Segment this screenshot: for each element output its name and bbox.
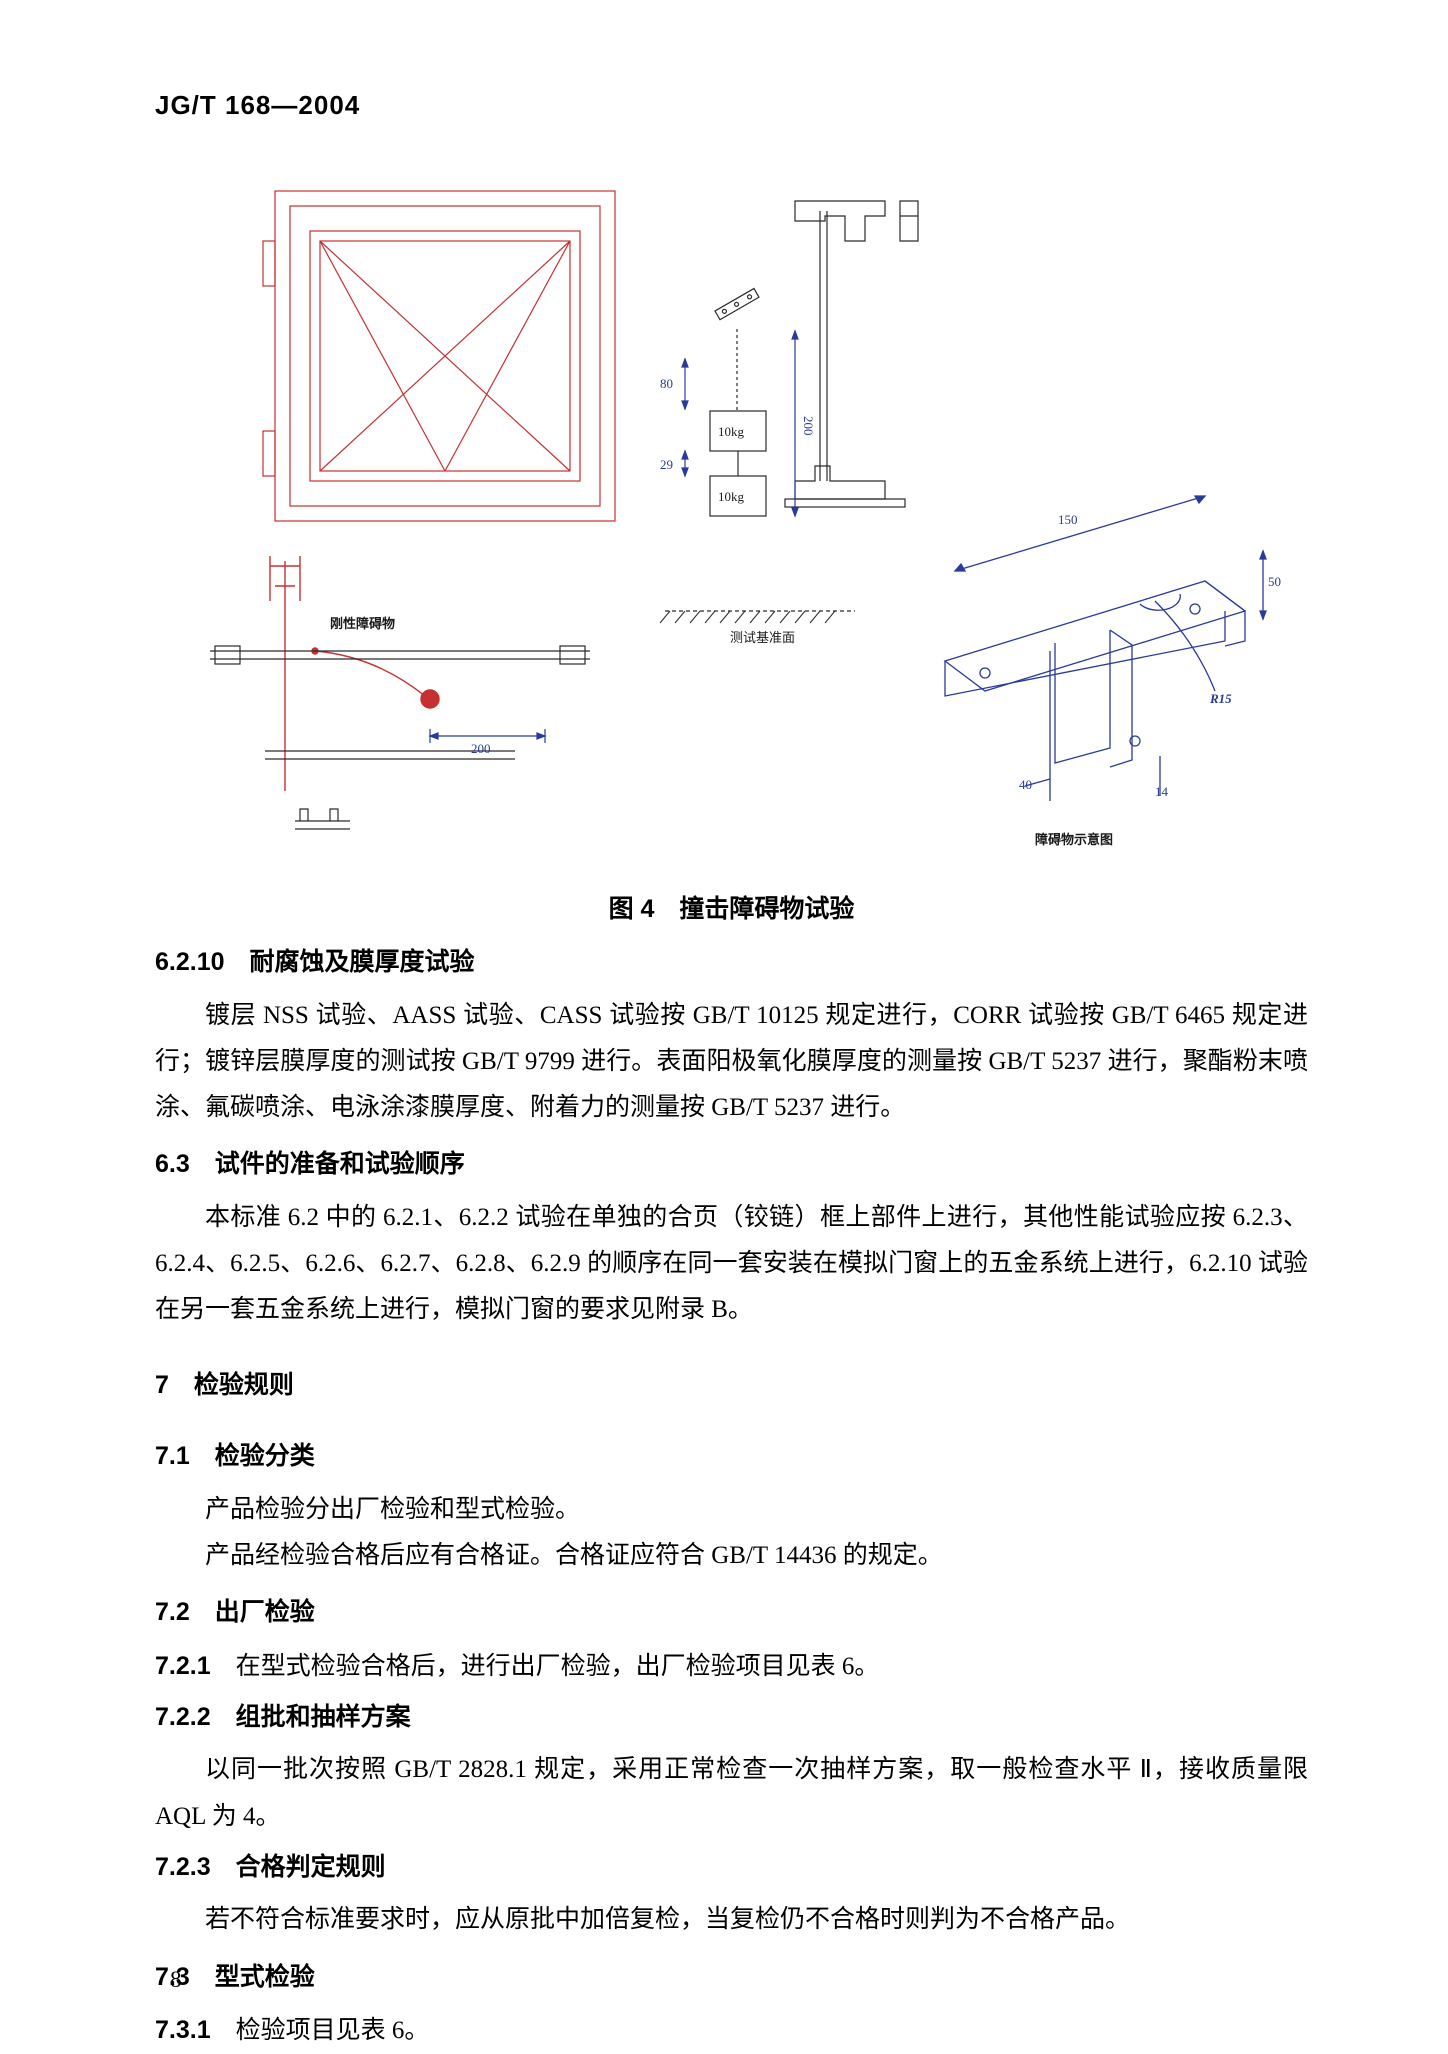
label-dim-50: 50	[1268, 574, 1281, 590]
line-7-2-1-text: 在型式检验合格后，进行出厂检验，出厂检验项目见表 6。	[236, 1653, 880, 1680]
label-rigid-obstacle: 刚性障碍物	[330, 613, 395, 632]
label-dim-150: 150	[1058, 512, 1078, 528]
heading-7: 7 检验规则	[155, 1362, 1308, 1410]
line-7-3-1: 7.3.1 检验项目见表 6。	[155, 2007, 1308, 2054]
para-7-2-3: 若不符合标准要求时，应从原批中加倍复检，当复检仍不合格时则判为不合格产品。	[155, 1897, 1308, 1943]
label-weight-2: 10kg	[718, 489, 744, 505]
diagram-svg	[155, 181, 1305, 871]
label-dim-200: 200	[471, 741, 491, 757]
heading-7-2: 7.2 出厂检验	[155, 1589, 1308, 1637]
label-dim-200v: 200	[800, 416, 816, 436]
label-dim-29: 29	[660, 457, 673, 473]
heading-7-2-3: 7.2.3 合格判定规则	[155, 1844, 1308, 1892]
para-7-1-a: 产品检验分出厂检验和型式检验。	[155, 1487, 1308, 1533]
page-number: 8	[170, 1967, 182, 1993]
label-r15: R15	[1210, 691, 1232, 707]
heading-7-3: 7.3 型式检验	[155, 1954, 1308, 2002]
label-dim-40: 40	[1019, 777, 1032, 793]
line-7-2-1: 7.2.1 在型式检验合格后，进行出厂检验，出厂检验项目见表 6。	[155, 1643, 1308, 1690]
label-weight-1: 10kg	[718, 424, 744, 440]
para-6-2-10: 镀层 NSS 试验、AASS 试验、CASS 试验按 GB/T 10125 规定…	[155, 993, 1308, 1132]
label-dim-14: 14	[1155, 784, 1168, 800]
heading-7-1: 7.1 检验分类	[155, 1433, 1308, 1481]
figure-4-diagram: 刚性障碍物 10kg 10kg 200 29 80 200 测试基准面 障碍物示…	[155, 181, 1308, 871]
label-dim-80: 80	[660, 376, 673, 392]
line-7-3-1-text: 检验项目见表 6。	[236, 2017, 430, 2044]
heading-7-2-2: 7.2.2 组批和抽样方案	[155, 1694, 1308, 1742]
document-page: JG/T 168—2004	[0, 0, 1448, 2048]
heading-6-3: 6.3 试件的准备和试验顺序	[155, 1141, 1308, 1189]
label-obstacle-diagram: 障碍物示意图	[1035, 829, 1113, 848]
para-6-3: 本标准 6.2 中的 6.2.1、6.2.2 试验在单独的合页（铰链）框上部件上…	[155, 1195, 1308, 1334]
para-7-2-2: 以同一批次按照 GB/T 2828.1 规定，采用正常检查一次抽样方案，取一般检…	[155, 1747, 1308, 1840]
label-base-plane: 测试基准面	[730, 627, 795, 646]
standard-code-header: JG/T 168—2004	[155, 90, 1308, 121]
heading-6-2-10: 6.2.10 耐腐蚀及膜厚度试验	[155, 939, 1308, 987]
para-7-1-b: 产品经检验合格后应有合格证。合格证应符合 GB/T 14436 的规定。	[155, 1533, 1308, 1579]
figure-4-caption: 图 4 撞击障碍物试验	[155, 889, 1308, 925]
